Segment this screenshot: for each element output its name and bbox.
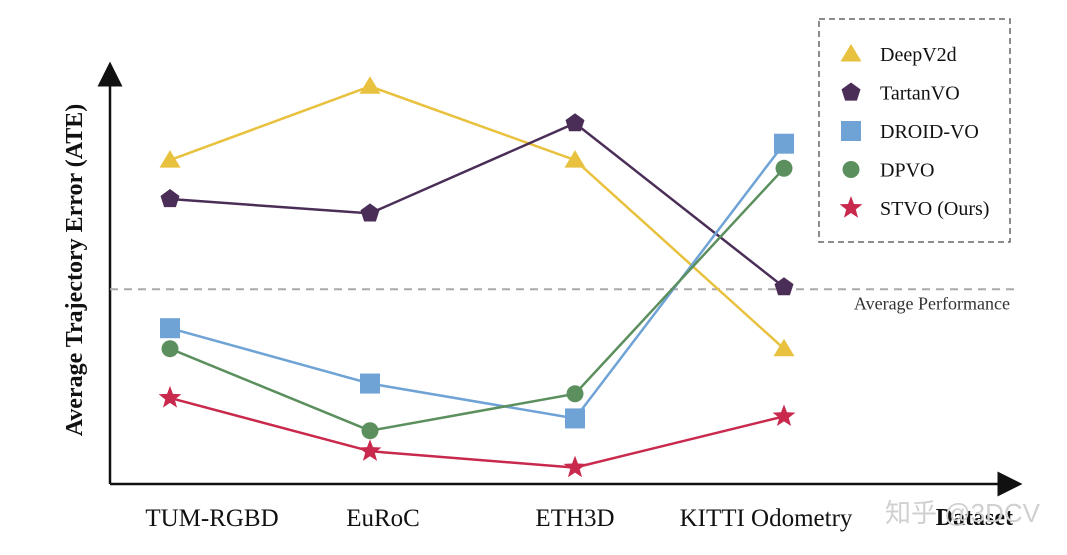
data-point (160, 189, 180, 208)
x-tick-label: TUM-RGBD (145, 505, 278, 532)
data-point (775, 159, 793, 177)
series-deepv2d (159, 76, 795, 357)
legend-label: DPVO (880, 160, 934, 182)
series-line (169, 396, 785, 469)
series-line (169, 84, 785, 350)
data-point (565, 408, 585, 429)
series-dpvo (161, 159, 793, 440)
x-tick-label: ETH3D (535, 505, 614, 532)
data-point (159, 150, 181, 168)
x-axis-label: Dataset (936, 505, 1013, 531)
data-point (158, 385, 182, 408)
series-stvo-ours (158, 385, 796, 478)
legend-label: DROID-VO (880, 121, 979, 143)
legend-label: DeepV2d (880, 44, 957, 66)
legend-marker (839, 196, 863, 218)
data-point (161, 340, 179, 358)
watermark-text: 知乎 @3DCV (885, 498, 1041, 528)
data-point (358, 439, 382, 461)
series-layer (158, 76, 796, 478)
x-tick-labels: TUM-RGBD EuRoC ETH3D KITTI Odometry (145, 505, 853, 532)
legend-label: STVO (Ours) (880, 198, 989, 220)
legend-marker (841, 121, 861, 141)
legend-marker (840, 44, 862, 62)
data-point (360, 203, 380, 222)
data-point (563, 455, 587, 478)
data-point (772, 404, 796, 427)
legend: DeepV2d TartanVO DROID-VO DPVO STVO (Ours) (818, 18, 1011, 243)
legend-label: TartanVO (880, 83, 960, 105)
legend-marker (842, 161, 860, 178)
data-point (773, 338, 795, 357)
data-point (774, 133, 794, 154)
legend-marker (841, 82, 861, 101)
reference-line-label: Average Performance (854, 293, 1010, 313)
data-point (160, 318, 180, 339)
y-axis-label: Average Trajectory Error (ATE) (62, 104, 88, 437)
series-tartanvo (160, 113, 794, 296)
series-line (169, 121, 785, 289)
x-tick-label: EuRoC (346, 505, 420, 532)
series-line (169, 142, 785, 420)
series-line (169, 167, 785, 432)
data-point (565, 113, 585, 132)
data-point (564, 150, 586, 168)
data-point (360, 373, 380, 394)
data-point (361, 422, 379, 440)
data-point (566, 385, 584, 403)
data-point (359, 76, 381, 94)
data-point (774, 277, 794, 296)
x-tick-label: KITTI Odometry (680, 505, 853, 532)
